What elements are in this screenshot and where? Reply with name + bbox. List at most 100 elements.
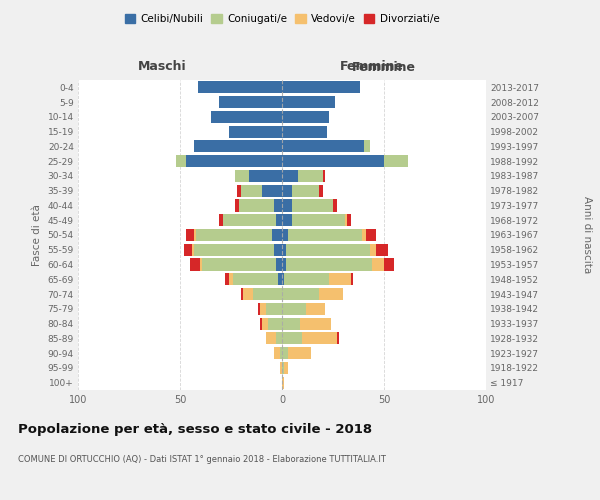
- Bar: [282, 140, 364, 152]
- Bar: [196, 229, 272, 241]
- Bar: [250, 170, 282, 182]
- Bar: [280, 347, 282, 359]
- Bar: [372, 258, 384, 270]
- Bar: [345, 214, 347, 226]
- Bar: [241, 184, 262, 197]
- Bar: [237, 184, 241, 197]
- Legend: Celibi/Nubili, Coniugati/e, Vedovi/e, Divorziati/e: Celibi/Nubili, Coniugati/e, Vedovi/e, Di…: [121, 10, 443, 29]
- Bar: [333, 200, 337, 211]
- Bar: [282, 318, 301, 330]
- Text: Maschi: Maschi: [137, 60, 187, 72]
- Bar: [266, 303, 282, 315]
- Bar: [260, 303, 266, 315]
- Bar: [352, 273, 353, 285]
- Bar: [192, 244, 194, 256]
- Bar: [186, 229, 194, 241]
- Bar: [282, 288, 319, 300]
- Bar: [282, 111, 329, 123]
- Bar: [274, 200, 282, 211]
- Bar: [282, 303, 307, 315]
- Bar: [280, 362, 282, 374]
- Bar: [362, 229, 365, 241]
- Bar: [194, 140, 282, 152]
- Bar: [288, 347, 311, 359]
- Bar: [276, 258, 282, 270]
- Bar: [282, 155, 384, 167]
- Bar: [364, 140, 370, 152]
- Bar: [262, 318, 268, 330]
- Bar: [282, 200, 292, 211]
- Bar: [278, 273, 282, 285]
- Text: COMUNE DI ORTUCCHIO (AQ) - Dati ISTAT 1° gennaio 2018 - Elaborazione TUTTITALIA.: COMUNE DI ORTUCCHIO (AQ) - Dati ISTAT 1°…: [18, 455, 386, 464]
- Bar: [266, 332, 276, 344]
- Bar: [276, 214, 282, 226]
- Bar: [282, 126, 327, 138]
- Bar: [282, 332, 302, 344]
- Bar: [272, 229, 282, 241]
- Bar: [329, 273, 352, 285]
- Bar: [292, 184, 319, 197]
- Bar: [268, 318, 282, 330]
- Y-axis label: Anni di nascita: Anni di nascita: [582, 196, 592, 274]
- Bar: [365, 229, 376, 241]
- Bar: [253, 288, 282, 300]
- Bar: [347, 214, 352, 226]
- Bar: [319, 288, 343, 300]
- Bar: [282, 273, 284, 285]
- Bar: [282, 347, 288, 359]
- Bar: [298, 170, 323, 182]
- Text: Femmine: Femmine: [352, 61, 416, 74]
- Bar: [243, 288, 253, 300]
- Bar: [323, 170, 325, 182]
- Bar: [241, 288, 243, 300]
- Bar: [292, 200, 333, 211]
- Bar: [229, 126, 282, 138]
- Bar: [286, 258, 372, 270]
- Bar: [284, 362, 288, 374]
- Bar: [370, 244, 376, 256]
- Bar: [284, 273, 329, 285]
- Bar: [257, 303, 260, 315]
- Bar: [282, 96, 335, 108]
- Bar: [219, 214, 223, 226]
- Bar: [235, 200, 239, 211]
- Bar: [225, 273, 229, 285]
- Bar: [184, 244, 192, 256]
- Bar: [282, 170, 298, 182]
- Bar: [186, 155, 282, 167]
- Bar: [282, 229, 288, 241]
- Bar: [176, 155, 186, 167]
- Bar: [337, 332, 339, 344]
- Bar: [235, 170, 250, 182]
- Bar: [211, 111, 282, 123]
- Text: Femmine: Femmine: [340, 60, 404, 72]
- Bar: [302, 332, 337, 344]
- Bar: [282, 258, 286, 270]
- Bar: [200, 258, 202, 270]
- Bar: [274, 244, 282, 256]
- Bar: [194, 244, 274, 256]
- Bar: [219, 96, 282, 108]
- Y-axis label: Fasce di età: Fasce di età: [32, 204, 42, 266]
- Bar: [202, 258, 276, 270]
- Bar: [307, 303, 325, 315]
- Bar: [194, 229, 196, 241]
- Bar: [282, 362, 284, 374]
- Bar: [282, 244, 286, 256]
- Bar: [190, 258, 200, 270]
- Bar: [292, 214, 345, 226]
- Bar: [260, 318, 262, 330]
- Bar: [229, 273, 233, 285]
- Bar: [276, 332, 282, 344]
- Bar: [233, 273, 278, 285]
- Bar: [223, 214, 276, 226]
- Bar: [301, 318, 331, 330]
- Bar: [384, 155, 409, 167]
- Bar: [319, 184, 323, 197]
- Text: Popolazione per età, sesso e stato civile - 2018: Popolazione per età, sesso e stato civil…: [18, 422, 372, 436]
- Bar: [199, 82, 282, 94]
- Bar: [288, 229, 362, 241]
- Bar: [384, 258, 394, 270]
- Bar: [286, 244, 370, 256]
- Bar: [376, 244, 388, 256]
